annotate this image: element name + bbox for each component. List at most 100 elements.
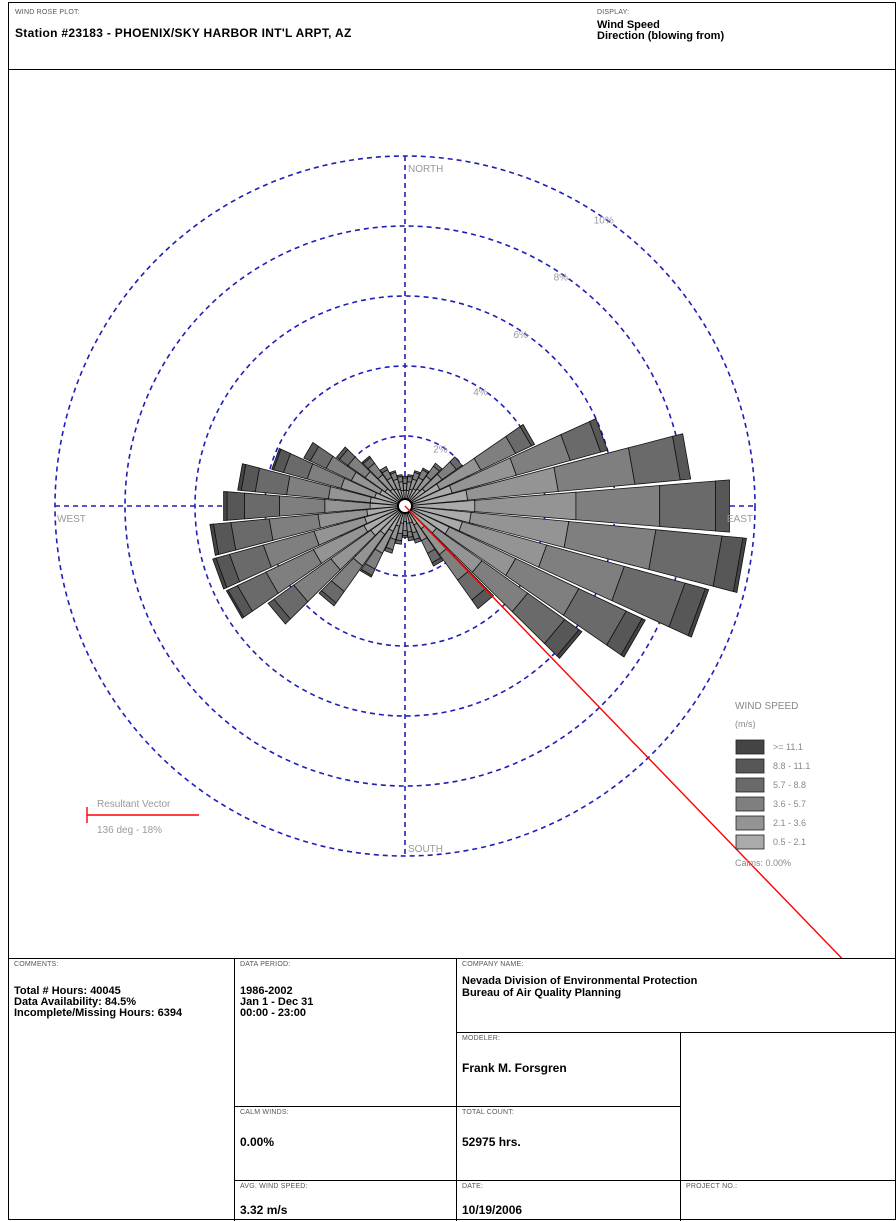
rose-segment — [432, 462, 443, 472]
project-label: PROJECT NO.: — [686, 1183, 738, 1190]
project-cell: PROJECT NO.: — [681, 1181, 895, 1221]
rose-segment — [394, 539, 403, 545]
rose-segment — [733, 537, 747, 593]
rose-segment — [413, 470, 421, 475]
modeler-cell: MODELER: Frank M. Forsgren — [457, 1033, 681, 1107]
rose-segment — [575, 485, 661, 527]
wind-rose-report: WIND ROSE PLOT: Station #23183 - PHOENIX… — [8, 2, 896, 1221]
resultant-value-label: 136 deg - 18% — [97, 825, 162, 836]
resultant-group: Resultant Vector 136 deg - 18% — [86, 505, 844, 959]
comments-cell: COMMENTS: Total # Hours: 40045 Data Avai… — [9, 959, 235, 1221]
rose-segment — [244, 492, 280, 520]
wind-rose-svg: 2% 4% 6% 8% 10% NORTH SOUTH WEST EAST Resultant … — [54, 155, 844, 959]
ring-label: 2% — [433, 445, 448, 456]
legend-entry: >= 11.1 — [773, 742, 803, 752]
avg-speed-value: 3.32 m/s — [240, 1203, 288, 1217]
rose-segment — [402, 535, 408, 538]
rose-segment — [519, 423, 536, 447]
comment-line: Total # Hours: 40045 — [14, 985, 121, 997]
rose-segment — [449, 456, 463, 471]
company-cell: COMPANY NAME: Nevada Division of Environ… — [457, 959, 895, 1033]
legend-swatch — [735, 758, 765, 774]
ring-label: 6% — [513, 330, 528, 341]
rose-segment — [225, 589, 245, 619]
legend-units: (m/s) — [735, 719, 756, 729]
rose-segment — [359, 568, 373, 578]
ring-label: 10% — [594, 215, 614, 226]
rose-segment — [715, 479, 730, 533]
total-count-cell: TOTAL COUNT: 52975 hrs. — [457, 1107, 681, 1181]
comments-label: COMMENTS: — [14, 961, 59, 968]
ring-label: 8% — [554, 273, 569, 284]
legend-title: WIND SPEED — [735, 701, 798, 712]
rose-segment — [361, 455, 372, 465]
legend-entry: 3.6 - 5.7 — [773, 799, 806, 809]
rose-segment — [318, 590, 337, 607]
modeler-label: MODELER: — [462, 1035, 501, 1042]
rose-segment — [402, 477, 408, 484]
rose-segment — [421, 467, 430, 474]
calm-winds-cell: CALM WINDS: 0.00% — [235, 1107, 457, 1181]
rose-segment — [335, 446, 349, 460]
rose-segment — [402, 529, 408, 537]
station-title: Station #23183 - PHOENIX/SKY HARBOR INT'… — [15, 26, 352, 40]
rose-segment — [672, 433, 692, 481]
rose-segment — [659, 480, 716, 532]
calm-winds-value: 0.00% — [240, 1135, 275, 1149]
calm-winds-label: CALM WINDS: — [240, 1109, 289, 1116]
total-count-value: 52975 hrs. — [462, 1135, 521, 1149]
west-label: WEST — [57, 514, 86, 525]
rose-segment — [402, 475, 408, 479]
east-label: EAST — [727, 514, 753, 525]
total-count-label: TOTAL COUNT: — [462, 1109, 515, 1116]
legend-entry: 2.1 - 3.6 — [773, 818, 806, 828]
display-label: DISPLAY: — [597, 9, 630, 16]
wind-rose-plot: 2% 4% 6% 8% 10% NORTH SOUTH WEST EAST Resultant … — [9, 69, 895, 959]
rose-segment — [278, 495, 326, 517]
legend-entry: 0.5 - 2.1 — [773, 837, 806, 847]
legend-swatch — [735, 834, 765, 850]
data-period-label: DATA PERIOD: — [240, 961, 291, 968]
rose-segment — [396, 474, 403, 478]
legend-swatch — [735, 739, 765, 755]
avg-speed-label: AVG. WIND SPEED: — [240, 1183, 308, 1190]
rose-segment — [589, 418, 609, 453]
date-value: 10/19/2006 — [462, 1203, 523, 1217]
period-line: 1986-2002 — [240, 985, 293, 997]
modeler-value: Frank M. Forsgren — [462, 1061, 567, 1075]
rose-segment — [407, 474, 414, 478]
rose-segment — [209, 523, 220, 556]
rose-segment — [556, 629, 583, 659]
date-cell: DATE: 10/19/2006 — [457, 1181, 681, 1221]
avg-speed-cell: AVG. WIND SPEED: 3.32 m/s — [235, 1181, 457, 1221]
legend-entry: 8.8 - 11.1 — [773, 761, 810, 771]
bars-group — [209, 418, 747, 659]
north-label: NORTH — [408, 164, 443, 175]
legend-swatch — [735, 815, 765, 831]
rose-segment — [379, 465, 389, 474]
company-line: Nevada Division of Environmental Protect… — [462, 975, 698, 987]
legend-swatch — [735, 796, 765, 812]
comment-line: Data Availability: 84.5% — [14, 996, 137, 1008]
legend-swatch — [735, 777, 765, 793]
comment-line: Incomplete/Missing Hours: 6394 — [14, 1007, 183, 1019]
rose-segment — [267, 598, 291, 625]
rose-segment — [407, 536, 415, 542]
rose-segment — [628, 435, 681, 485]
rose-segment — [226, 491, 245, 521]
legend-calms: Calms: 0.00% — [735, 858, 791, 868]
rose-segment — [620, 618, 646, 658]
period-line: 00:00 - 23:00 — [240, 1007, 307, 1019]
rose-segment — [687, 588, 710, 638]
plot-title-block: WIND ROSE PLOT: Station #23183 - PHOENIX… — [15, 9, 352, 40]
rose-segment — [384, 546, 394, 554]
labels-group: 2% 4% 6% 8% 10% NORTH SOUTH WEST EAST — [57, 164, 753, 855]
legend-entry: 5.7 - 8.8 — [773, 780, 806, 790]
rose-segment — [413, 537, 422, 544]
date-label: DATE: — [462, 1183, 484, 1190]
company-line: Bureau of Air Quality Planning — [462, 987, 622, 999]
company-label: COMPANY NAME: — [462, 961, 524, 968]
resultant-vector-line — [404, 505, 844, 959]
rose-segment — [271, 447, 282, 471]
legend-group: WIND SPEED (m/s) >= 11.1 8.8 - 11.1 5.7 - 8.… — [735, 701, 810, 868]
